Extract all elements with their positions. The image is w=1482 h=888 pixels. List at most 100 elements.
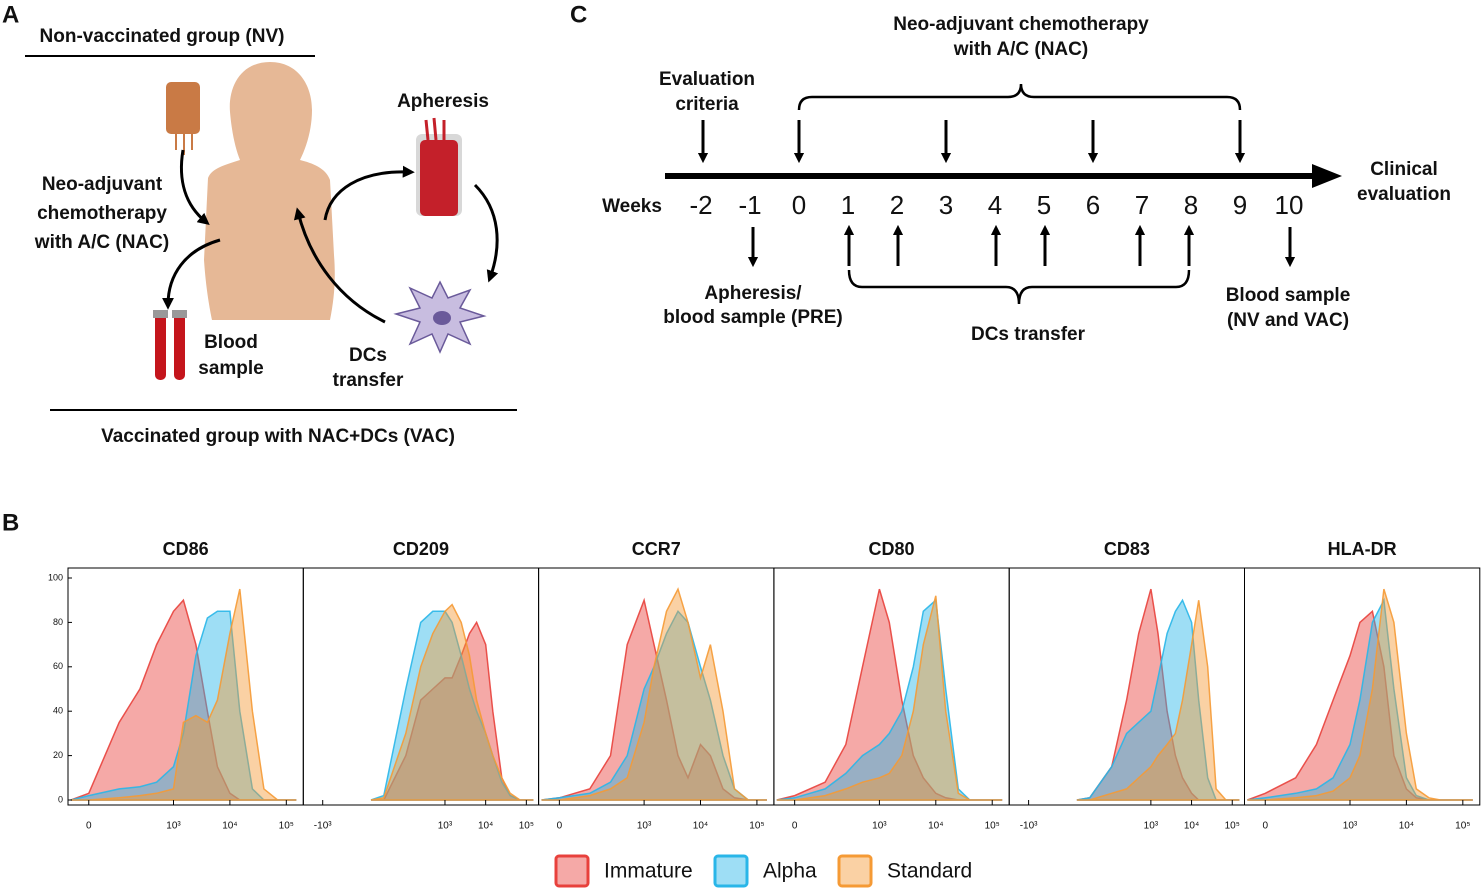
label: evaluation [1357,184,1451,205]
label: Blood [204,332,258,353]
arrows [697,120,1296,268]
panel-frame [1244,567,1481,806]
y-tick-label: 0 [58,794,63,804]
label: Neo-adjuvant [42,174,163,195]
blood-bag-icon [166,82,200,155]
panel-letter: C [570,1,587,28]
legend-swatch [837,854,873,888]
patient-icon [204,62,335,320]
brace [797,83,1242,111]
x-tick-label: 10⁴ [693,821,708,832]
plot [541,587,767,801]
x-tick-label: 0 [792,821,798,832]
arrow [179,149,210,226]
legend-swatch [713,854,749,888]
x-tick-label: 10⁴ [928,821,943,832]
week-label: 10 [1275,190,1304,220]
group-label: Non-vaccinated group (NV) [40,26,285,47]
week-label: -2 [689,190,712,220]
panel-a: A Non-vaccinated group (NV) Apheresis Ne… [2,1,517,447]
label: sample [198,358,263,379]
week-label: 4 [988,190,1002,220]
plot [70,588,297,801]
panel-letter: B [2,509,19,536]
label: (NV and VAC) [1227,310,1349,331]
x-tick-label: 0 [557,821,563,832]
dc-nucleus [433,311,451,325]
label: DCs transfer [971,324,1086,345]
label: DCs [349,345,387,366]
x-tick-label: 10⁵ [985,821,1000,832]
label: Evaluation [659,69,755,90]
x-tick-label: -10³ [314,821,332,832]
plot [1247,588,1473,801]
x-tick-label: 10³ [637,821,652,832]
plot [776,588,1003,801]
apheresis-icon [416,117,462,216]
week-label: 3 [939,190,953,220]
x-tick-label: 0 [1262,821,1268,832]
label: Neo-adjuvant chemotherapy [893,14,1149,35]
blood-tubes-icon [153,310,187,380]
week-label: 1 [841,190,855,220]
week-label: 7 [1135,190,1149,220]
histogram-area [370,603,534,801]
panel-title: CD80 [869,539,915,559]
histogram-area [541,587,767,801]
histogram-area [1076,600,1240,801]
week-label: 2 [890,190,904,220]
x-tick-label: 10⁴ [478,821,493,832]
x-tick-label: 10³ [1343,821,1358,832]
label: with A/C (NAC) [34,232,169,253]
x-tick-label: 10³ [1144,821,1159,832]
panel-title: CD209 [393,539,449,559]
week-label: 6 [1086,190,1100,220]
x-tick-label: 10⁵ [1225,821,1240,832]
legend-label: Alpha [763,860,817,883]
plot [1076,588,1240,801]
week-label: 5 [1037,190,1051,220]
label: blood sample (PRE) [663,307,842,328]
label: transfer [333,370,404,391]
x-tick-label: 10³ [166,821,181,832]
x-tick-label: 10³ [872,821,887,832]
label: with A/C (NAC) [953,39,1088,60]
week-label: 8 [1184,190,1198,220]
legend-label: Standard [887,860,972,883]
x-tick-label: 10⁴ [222,821,237,832]
panel-title: CD83 [1104,539,1150,559]
week-label: 9 [1233,190,1247,220]
label: chemotherapy [37,203,167,224]
histogram-area [776,595,1003,801]
panel-title: HLA-DR [1328,539,1397,559]
panel-letter: A [2,1,19,28]
x-tick-label: 10⁵ [1455,821,1470,832]
y-tick-label: 40 [53,706,63,716]
y-tick-label: 20 [53,750,63,760]
arrow [162,238,221,310]
x-tick-label: 10⁴ [1399,821,1414,832]
week-label: 0 [792,190,806,220]
x-tick-label: 10⁵ [749,821,764,832]
label: Apheresis [397,91,489,112]
x-tick-label: 0 [86,821,92,832]
y-tick-label: 80 [53,617,63,627]
x-tick-label: 10⁵ [519,821,534,832]
histogram-area [70,588,297,801]
x-tick-label: 10⁵ [279,821,294,832]
label: Clinical [1370,159,1438,180]
panel-c: C Neo-adjuvant chemotherapy with A/C (NA… [570,1,1451,345]
arrow [473,183,499,283]
x-tick-label: 10⁴ [1184,821,1199,832]
brace [847,269,1191,305]
histogram-area [1247,588,1473,801]
arrow [293,207,386,324]
group-label: Vaccinated group with NAC+DCs (VAC) [101,426,455,447]
x-tick-label: -10³ [1020,821,1038,832]
timeline-head [1312,164,1342,188]
axis-label: Weeks [602,196,662,217]
label: criteria [675,94,739,115]
y-tick-label: 100 [48,572,63,582]
label: Apheresis/ [704,283,802,304]
